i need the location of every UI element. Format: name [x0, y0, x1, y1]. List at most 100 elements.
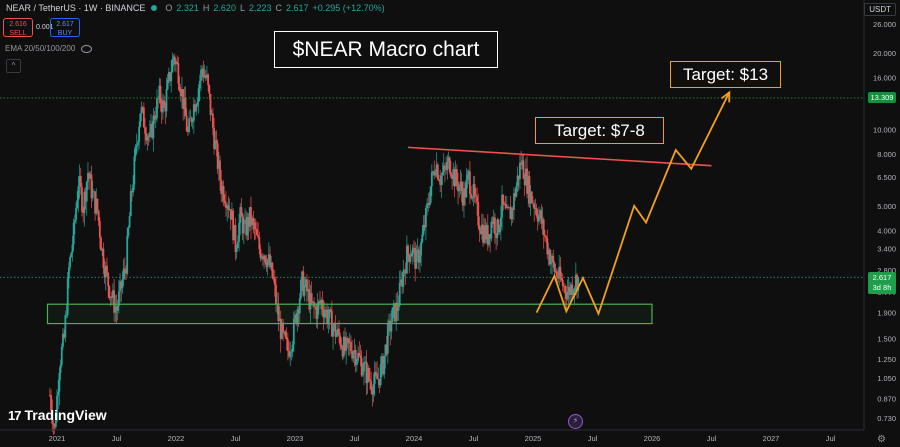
candle-body: [296, 309, 299, 324]
candle-body: [298, 298, 301, 314]
last-price-label: 2.617 3d 8h: [868, 272, 896, 295]
symbol-name[interactable]: NEAR / TetherUS · 1W · BINANCE: [6, 3, 146, 13]
candle-body: [176, 61, 179, 64]
candle-body: [62, 333, 64, 347]
candle-body: [123, 268, 126, 270]
candle-body: [240, 207, 243, 217]
candle-body: [64, 315, 67, 338]
chevron-up-icon[interactable]: ^: [6, 59, 21, 73]
candle-body: [110, 296, 113, 298]
candle-body: [219, 160, 221, 180]
indicator-label: EMA 20/50/100/200: [5, 44, 76, 53]
lightning-icon[interactable]: ⚡: [568, 414, 583, 429]
candle-body: [91, 191, 94, 199]
candle-body: [447, 157, 450, 162]
indicator-legend[interactable]: EMA 20/50/100/200: [5, 44, 93, 53]
eye-icon[interactable]: [81, 44, 93, 53]
candle-body: [84, 191, 87, 202]
candle-body: [254, 229, 257, 230]
buy-button[interactable]: 2.617 BUY: [50, 18, 80, 37]
candle-body: [384, 344, 387, 356]
candle-body: [423, 224, 426, 228]
candle-body: [552, 255, 555, 263]
candle-body: [325, 309, 327, 313]
buy-price: 2.617: [56, 21, 74, 28]
market-status-icon: [151, 5, 158, 11]
candle-body: [524, 168, 527, 186]
candle-body: [564, 286, 567, 294]
candle-body: [107, 272, 110, 287]
tradingview-logo[interactable]: 17 TradingView: [8, 407, 107, 423]
candle-body: [561, 280, 564, 287]
time-axis[interactable]: 2021 Jul 2022 Jul 2023 Jul 2024 Jul 2025 Jul 2026 J…: [0, 429, 864, 443]
candle-body: [194, 104, 196, 112]
sell-price: 2.616: [9, 21, 27, 28]
candle-body: [497, 219, 500, 233]
candle-body: [292, 318, 295, 345]
candle-body: [185, 116, 188, 132]
candle-body: [396, 302, 399, 311]
candle-body: [544, 234, 546, 237]
candle-body: [478, 225, 481, 231]
candle-body: [51, 410, 54, 424]
candle-body: [220, 179, 223, 195]
candle-body: [505, 206, 508, 209]
candle-body: [329, 309, 332, 311]
candle-body: [373, 371, 376, 384]
candle-body: [488, 234, 490, 245]
candle-body: [72, 222, 75, 245]
candle-body: [267, 254, 270, 260]
gear-icon[interactable]: ⚙: [877, 434, 886, 445]
candle-body: [59, 364, 62, 373]
candle-body: [539, 210, 542, 215]
price-axis[interactable]: 26.000 20.000 16.000 10.000 8.000 6.500 5.000 4…: [863, 0, 900, 447]
candle-body: [563, 286, 565, 287]
candle-body: [133, 156, 136, 185]
candle-body: [94, 191, 96, 214]
close-label: C: [275, 3, 283, 13]
candle-body: [200, 69, 202, 82]
candle-body: [532, 202, 534, 204]
candle-body: [128, 216, 131, 228]
candle-body: [278, 318, 281, 322]
candle-body: [160, 103, 163, 113]
candle-body: [334, 323, 337, 337]
candle-body: [284, 331, 287, 338]
candle-body: [361, 371, 364, 376]
candle-body: [408, 254, 411, 262]
candle-body: [365, 361, 368, 384]
candle-body: [215, 140, 218, 144]
candle-body: [454, 169, 457, 187]
candle-body: [273, 279, 276, 285]
candle-body: [115, 306, 118, 311]
candle-body: [272, 277, 275, 280]
candle-body: [100, 237, 102, 251]
candle-body: [392, 303, 395, 308]
candle-body: [172, 56, 175, 60]
candle-body: [225, 203, 227, 209]
candle-body: [222, 186, 225, 201]
candle-body: [576, 274, 578, 291]
candle-body: [499, 217, 502, 228]
candle-body: [541, 219, 544, 224]
candle-body: [308, 289, 311, 310]
candle-body: [271, 262, 274, 278]
candle-body: [68, 267, 70, 279]
candle-body: [54, 420, 57, 428]
candle-body: [146, 136, 149, 141]
candle-body: [397, 305, 400, 311]
sell-button[interactable]: 2.616 SELL: [3, 18, 33, 37]
candle-body: [567, 286, 570, 292]
currency-selector[interactable]: USDT: [864, 3, 896, 16]
chart-title-annotation: $NEAR Macro chart: [274, 31, 498, 68]
candle-body: [480, 224, 483, 234]
open-label: O: [165, 3, 173, 13]
candle-body: [530, 191, 533, 203]
candle-body: [306, 279, 308, 292]
candle-body: [452, 169, 455, 179]
candle-body: [344, 336, 346, 351]
candle-body: [56, 395, 58, 421]
candle-body: [304, 279, 307, 286]
